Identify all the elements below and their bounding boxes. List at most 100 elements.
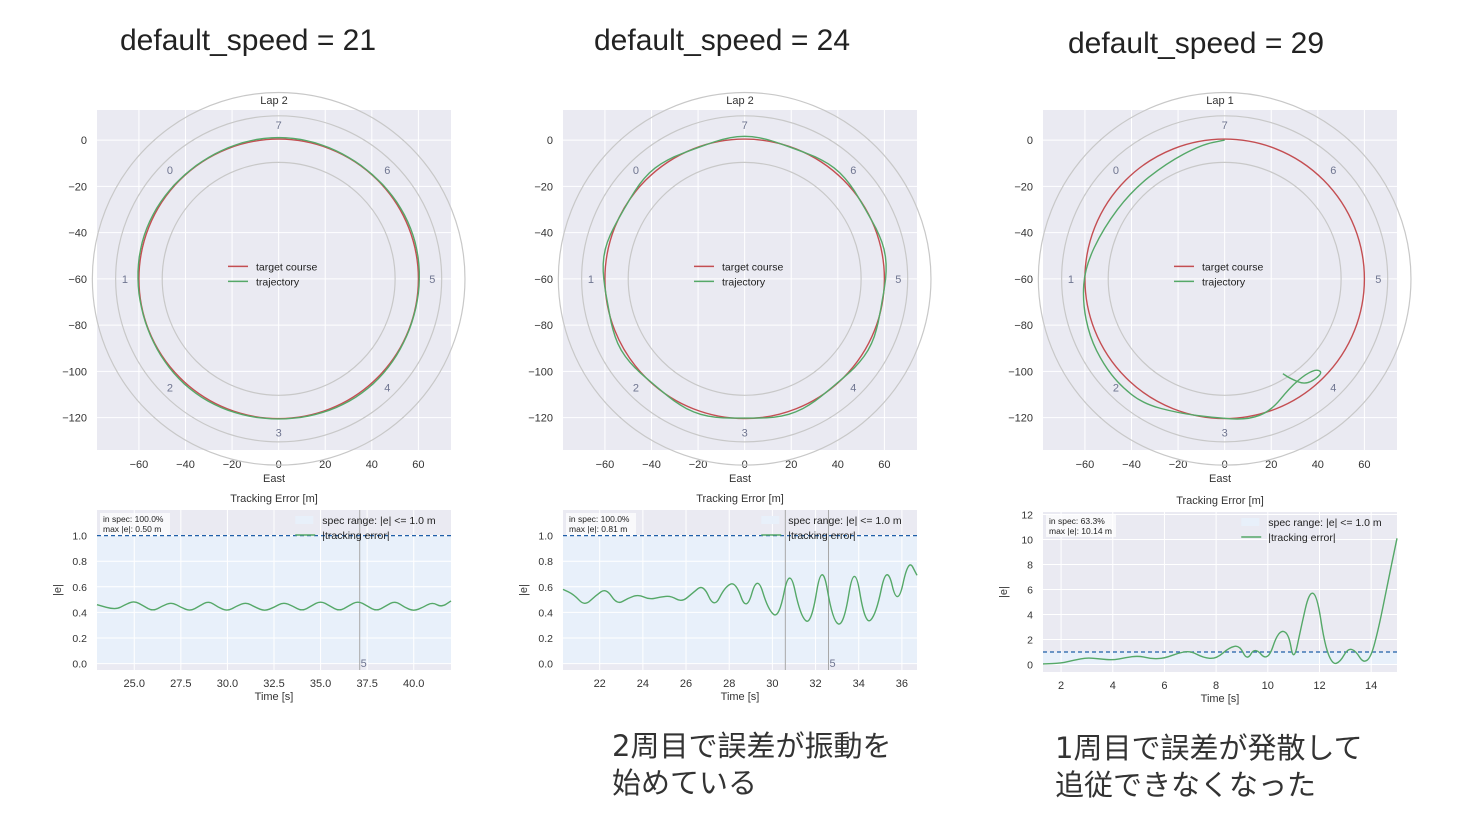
y-tick-label: −100: [528, 366, 553, 378]
compass-label: 0: [167, 165, 173, 177]
legend-label: spec range: |e| <= 1.0 m: [322, 515, 436, 527]
spec-range-band: [1043, 652, 1397, 665]
legend-label: |tracking error|: [1268, 532, 1335, 544]
stats-max-error: max |e|: 0.81 m: [569, 524, 627, 534]
compass-label: 0: [1113, 165, 1119, 177]
compass-label: 6: [1330, 165, 1336, 177]
range-ring: [557, 91, 932, 466]
legend-label: target course: [722, 261, 783, 273]
stats-in-spec: in spec: 63.3%: [1049, 516, 1105, 526]
legend-label: target course: [1202, 261, 1263, 273]
chart-title: Lap 2: [726, 95, 754, 107]
legend-label: |tracking error|: [322, 530, 389, 542]
x-tick-label: −60: [1076, 459, 1095, 471]
legend-label: spec range: |e| <= 1.0 m: [788, 515, 902, 527]
legend-label: spec range: |e| <= 1.0 m: [1268, 517, 1382, 529]
error-chart: 22 24 26 28 30 32 34 36 0.0 0.2 0.4 0.6 0.8 1.0 5 in sp…: [518, 493, 918, 703]
y-tick-label: 6: [1027, 585, 1033, 597]
y-tick-label: −120: [62, 413, 87, 425]
x-tick-label: 20: [785, 459, 797, 471]
stats-in-spec: in spec: 100.0%: [569, 514, 630, 524]
compass-label: 2: [633, 383, 639, 395]
y-axis-label: |e|: [52, 584, 64, 596]
x-tick-label: 40: [366, 459, 378, 471]
x-tick-label: 60: [1358, 459, 1370, 471]
y-tick-label: 0.8: [538, 556, 553, 568]
x-tick-label: 40.0: [403, 678, 424, 690]
legend-swatch-spec: [295, 516, 314, 524]
x-axis-label: East: [1209, 473, 1231, 485]
spec-range-band: [563, 535, 917, 664]
y-tick-label: −120: [1008, 413, 1033, 425]
error-plot-group: 25.0 27.5 30.0 32.5 35.0 37.5 40.0 0.0 0.2 0.4 0.6…: [52, 493, 452, 703]
x-axis-label: Time [s]: [1201, 693, 1240, 705]
lap-plot-group: −60 −40 −20 0 20 40 600−20−40−60−80−100−120012…: [528, 91, 932, 485]
trajectory-line: [602, 135, 887, 419]
y-tick-label: 0.8: [72, 556, 87, 568]
y-tick-label: −20: [68, 181, 87, 193]
x-tick-label: 40: [1312, 459, 1324, 471]
x-tick-label: 37.5: [356, 678, 377, 690]
y-tick-label: 0.6: [538, 582, 553, 594]
x-tick-label: 4: [1110, 680, 1116, 692]
y-tick-label: 1.0: [72, 531, 87, 543]
legend-label: trajectory: [256, 276, 300, 288]
x-tick-label: 10: [1262, 680, 1274, 692]
panel-heading: default_speed = 21: [120, 24, 377, 57]
range-ring: [1037, 91, 1412, 466]
x-tick-label: −60: [130, 459, 149, 471]
lap-marker-label: 5: [829, 658, 835, 670]
y-tick-label: −60: [1014, 274, 1033, 286]
compass-label: 7: [1222, 120, 1228, 132]
y-tick-label: −20: [1014, 181, 1033, 193]
range-ring: [581, 115, 909, 443]
y-axis-label: |e|: [998, 586, 1010, 598]
x-tick-label: −40: [1122, 459, 1141, 471]
chart-title: Tracking Error [m]: [230, 493, 318, 505]
lap-plot-group: −60 −40 −20 0 20 40 600−20−40−60−80−100−120012…: [62, 91, 466, 485]
y-tick-label: −100: [62, 366, 87, 378]
compass-label: 3: [1222, 428, 1228, 440]
y-tick-label: 0.2: [72, 633, 87, 645]
error-plot-group: 22 24 26 28 30 32 34 36 0.0 0.2 0.4 0.6 0.8 1.0 5 in sp…: [518, 493, 918, 703]
y-tick-label: 2: [1027, 635, 1033, 647]
y-tick-label: −60: [534, 274, 553, 286]
x-axis-label: Time [s]: [721, 691, 760, 703]
x-tick-label: 60: [878, 459, 890, 471]
y-tick-label: −40: [1014, 228, 1033, 240]
chart-title: Tracking Error [m]: [1176, 495, 1264, 507]
x-tick-label: −20: [223, 459, 242, 471]
y-tick-label: 0.6: [72, 582, 87, 594]
plot-area: [1043, 110, 1397, 450]
compass-label: 4: [1330, 383, 1336, 395]
compass-label: 5: [1375, 274, 1381, 286]
x-axis-label: East: [729, 473, 751, 485]
panel-heading: default_speed = 24: [594, 24, 851, 57]
tracking-error-line: [96, 600, 452, 611]
annotation-note: 1周目で誤差が発散して 追従できなくなった: [1055, 731, 1363, 802]
plot-area: [1043, 512, 1397, 672]
y-tick-label: 0.0: [72, 659, 87, 671]
legend-label: target course: [256, 261, 317, 273]
y-tick-label: 0.4: [72, 607, 87, 619]
stats-max-error: max |e|: 0.50 m: [103, 524, 161, 534]
y-tick-label: 0.2: [538, 633, 553, 645]
compass-label: 1: [1068, 274, 1074, 286]
legend-swatch-spec: [1241, 518, 1260, 526]
compass-label: 5: [429, 274, 435, 286]
compass-label: 7: [742, 120, 748, 132]
plot-area: [97, 110, 451, 450]
y-tick-label: 12: [1021, 510, 1033, 522]
x-axis-label: East: [263, 473, 285, 485]
compass-label: 3: [742, 428, 748, 440]
stats-in-spec: in spec: 100.0%: [103, 514, 164, 524]
tracking-error-line: [562, 564, 918, 625]
x-tick-label: 22: [594, 678, 606, 690]
y-tick-label: −80: [534, 320, 553, 332]
stats-max-error: max |e|: 10.14 m: [1049, 526, 1112, 536]
stats-box: [566, 513, 636, 535]
error-plot-group: 2 4 6 8 10 12 14 0 2 4 6 8 10 12 in spec: 63.3%max |e|…: [998, 495, 1398, 705]
lap-chart: −60 −40 −20 0 20 40 600−20−40−60−80−100−120012…: [1008, 91, 1412, 485]
x-tick-label: 35.0: [310, 678, 331, 690]
range-ring: [161, 161, 396, 396]
